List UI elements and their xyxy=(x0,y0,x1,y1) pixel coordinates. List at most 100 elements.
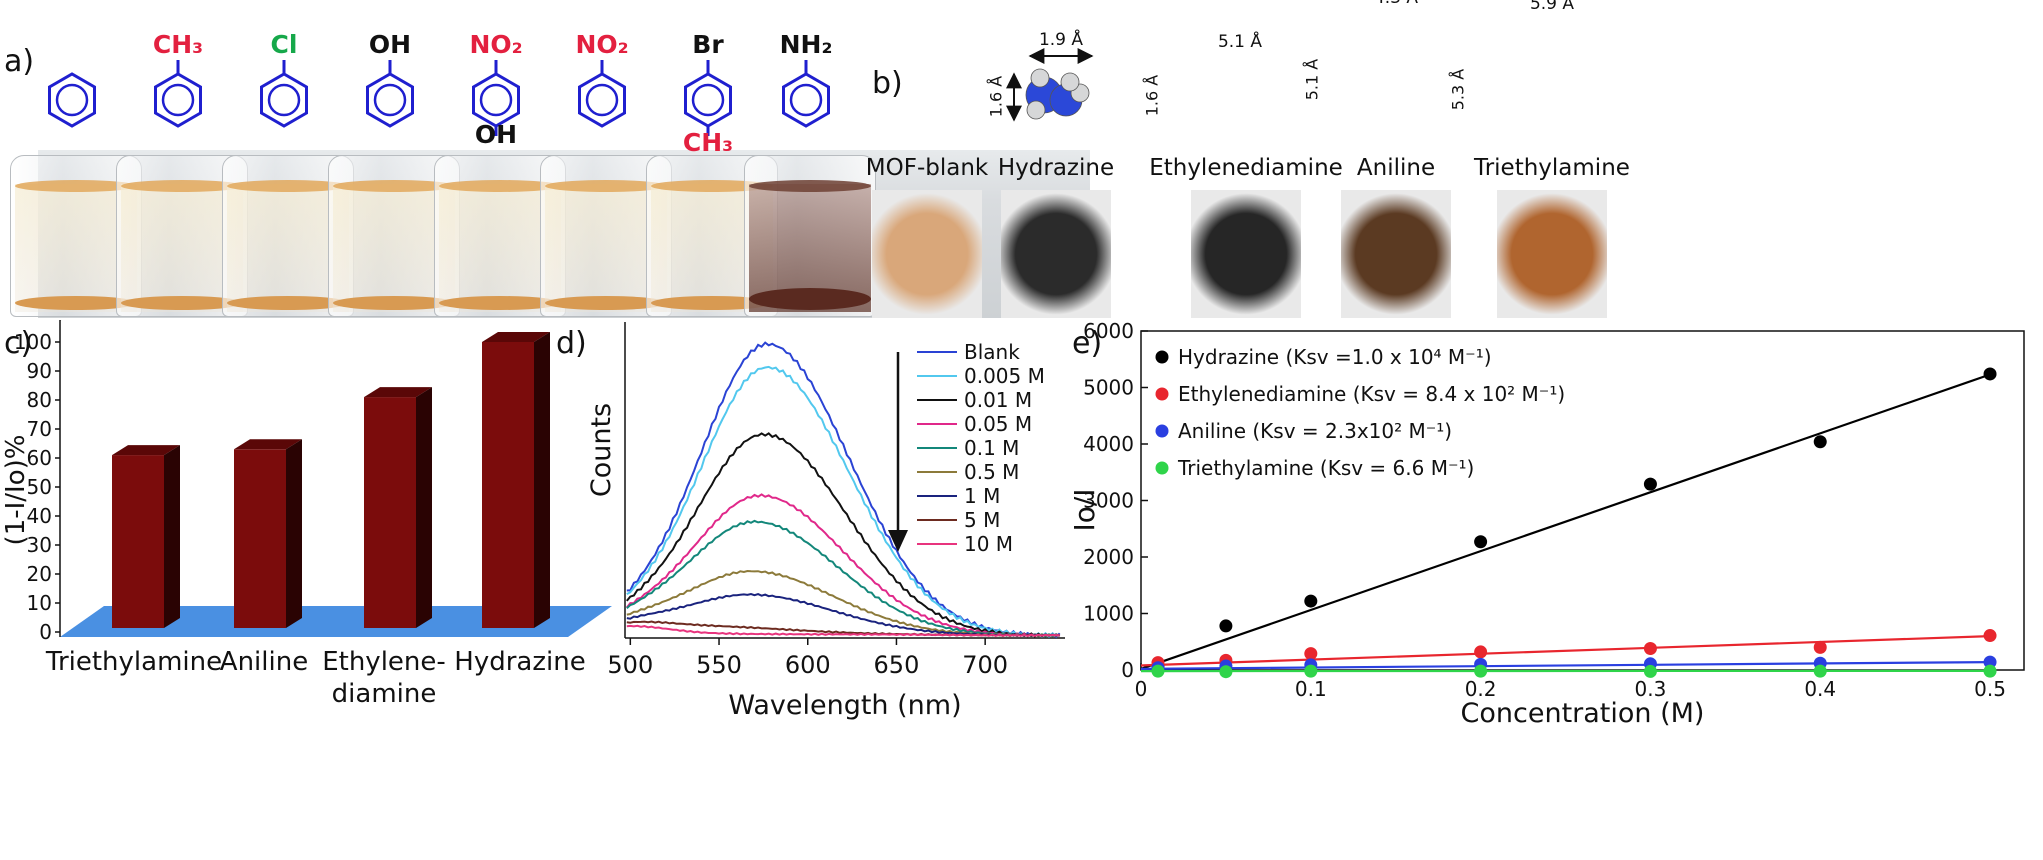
x-tick-label-1: 0.1 xyxy=(1295,677,1327,701)
height-dim-3: 5.1 Å xyxy=(1302,58,1322,101)
benzene-ring-2 xyxy=(260,72,308,128)
y-tick-label-7: 70 xyxy=(27,417,52,441)
sample-photo-3 xyxy=(1341,190,1451,318)
legend-marker-2 xyxy=(1155,424,1169,438)
category-label-0: Triethylamine xyxy=(45,647,222,677)
x-tick-label-4: 700 xyxy=(962,651,1008,679)
x-tick-label-4: 0.4 xyxy=(1804,677,1836,701)
y-tick-label-5: 50 xyxy=(27,475,52,499)
aromatic-circle-0 xyxy=(55,83,89,117)
height-dim-1: 1.6 Å xyxy=(986,75,1006,118)
panel-b-label: b) xyxy=(872,66,903,101)
width-dim-3: 4.3 Å xyxy=(1366,0,1426,8)
molecule-label-1: Hydrazine xyxy=(997,155,1115,181)
y-tick-label-1: 1000 xyxy=(1083,602,1134,626)
data-point-3-1 xyxy=(1219,665,1233,679)
y-tick-label-10: 100 xyxy=(14,330,52,354)
sample-photo-0 xyxy=(872,190,982,318)
molecule-label-0: MOF-blank xyxy=(865,155,989,181)
data-point-3-0 xyxy=(1151,664,1165,678)
category-label-2-line2: diamine xyxy=(332,679,437,709)
fit-line-1 xyxy=(1140,635,1991,667)
data-point-3-4 xyxy=(1643,664,1657,678)
data-point-1-5 xyxy=(1813,640,1827,654)
aromatic-circle-1 xyxy=(161,83,195,117)
legend-marker-1 xyxy=(1155,387,1169,401)
series-line-2 xyxy=(626,432,1060,638)
hydrazine-atom-4 xyxy=(1060,72,1080,92)
vial-sediment-3 xyxy=(333,296,455,310)
data-point-1-2 xyxy=(1304,647,1318,661)
y-tick-label-0: 0 xyxy=(39,620,52,644)
legend-label-2: 0.01 M xyxy=(964,388,1032,412)
x-tick-label-0: 0 xyxy=(1135,677,1148,701)
legend-label-1: 0.005 M xyxy=(964,364,1045,388)
y-tick-label-4: 4000 xyxy=(1083,432,1134,456)
data-point-3-6 xyxy=(1983,664,1997,678)
panel-e-label: e) xyxy=(1072,326,1103,361)
bar-floor xyxy=(60,606,612,637)
vial-sediment-6 xyxy=(651,296,773,310)
panel-a-label: a) xyxy=(4,44,35,79)
x-tick-label-3: 0.3 xyxy=(1635,677,1667,701)
bar-top-0 xyxy=(112,445,180,456)
y-axis-label: Io/I xyxy=(1070,488,1101,531)
y-tick-label-3: 30 xyxy=(27,533,52,557)
scatter-chart-stern-volmer: 0 0.1 0.2 0.3 0.4 0.5 0 1000 2000 3000 4000 5000 600… xyxy=(1070,320,2025,729)
vial-sediment-2 xyxy=(227,296,349,310)
y-tick-label-4: 40 xyxy=(27,504,52,528)
height-dim-2: 1.6 Å xyxy=(1142,74,1162,117)
bar-front-0 xyxy=(112,455,164,628)
fit-line-0 xyxy=(1140,373,1991,670)
width-dim-1: 1.9 Å xyxy=(1038,30,1084,50)
substituent-top-5: NO₂ xyxy=(575,30,629,59)
y-tick-label-5: 5000 xyxy=(1083,376,1134,400)
bar-side-0 xyxy=(164,445,180,628)
substituent-top-6: Br xyxy=(692,30,724,59)
vial-meniscus-3 xyxy=(333,180,455,192)
x-tick-label-5: 0.5 xyxy=(1974,677,2006,701)
vial-sediment-0 xyxy=(15,296,137,310)
molecule-label-2: Ethylenediamine xyxy=(1149,155,1343,181)
bar-top-3 xyxy=(482,332,550,342)
sample-photo-1 xyxy=(1001,190,1111,318)
vial-meniscus-6 xyxy=(651,180,773,192)
aromatic-circle-2 xyxy=(267,83,301,117)
bar-chart-quenching: 0 10 20 30 40 50 60 70 80 90 100 (1-I/Io)% Triethyla… xyxy=(1,320,612,709)
legend-label-1: Ethylenediamine (Ksv = 8.4 x 10² M⁻¹) xyxy=(1178,382,1565,406)
x-tick-label-0: 500 xyxy=(607,651,653,679)
width-dim-2: 5.1 Å xyxy=(1217,32,1263,52)
y-tick-label-3: 3000 xyxy=(1083,489,1134,513)
data-point-1-3 xyxy=(1474,645,1488,659)
legend-label-6: 1 M xyxy=(964,484,1000,508)
y-tick-label-0: 0 xyxy=(1121,658,1134,682)
y-tick-label-6: 60 xyxy=(27,446,52,470)
vial-meniscus-4 xyxy=(439,180,561,192)
substituent-top-4: NO₂ xyxy=(469,30,523,59)
legend-label-4: 0.1 M xyxy=(964,436,1019,460)
quench-arrow-head xyxy=(888,530,908,552)
aromatic-circle-4 xyxy=(479,83,513,117)
legend-marker-3 xyxy=(1155,461,1169,475)
x-tick-label-2: 0.2 xyxy=(1465,677,1497,701)
legend-label-0: Blank xyxy=(964,340,1020,364)
benzene-ring-0 xyxy=(48,72,96,128)
aromatic-circle-6 xyxy=(691,83,725,117)
bar-front-3 xyxy=(482,342,534,628)
x-tick-label-1: 550 xyxy=(696,651,742,679)
series-line-8 xyxy=(626,624,1060,637)
vial-7 xyxy=(744,155,876,317)
legend-label-8: 10 M xyxy=(964,532,1013,556)
y-axis-label: (1-I/Io)% xyxy=(1,435,31,546)
legend-label-5: 0.5 M xyxy=(964,460,1019,484)
data-point-1-4 xyxy=(1643,642,1657,656)
data-point-1-6 xyxy=(1983,629,1997,643)
x-axis-label: Concentration (M) xyxy=(1461,698,1705,729)
vial-sediment-5 xyxy=(545,296,667,310)
x-axis-label: Wavelength (nm) xyxy=(728,690,961,721)
y-tick-label-2: 20 xyxy=(27,562,52,586)
benzene-rings-svg xyxy=(48,60,830,136)
category-label-1: Aniline xyxy=(220,647,308,677)
aromatic-circle-5 xyxy=(585,83,619,117)
